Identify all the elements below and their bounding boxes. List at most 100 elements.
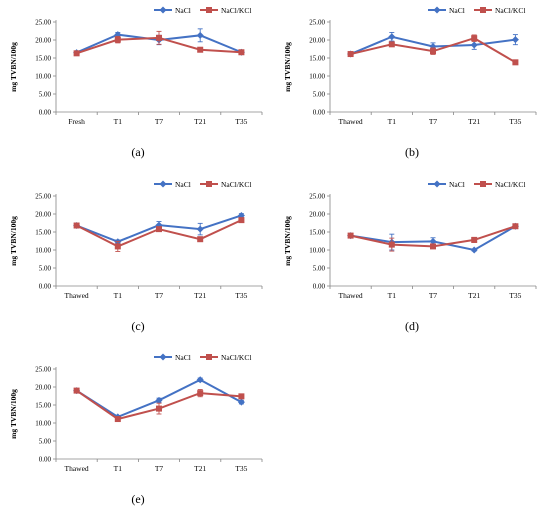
legend-marker	[480, 181, 486, 187]
chart-svg: 0.00 5.00 10.00 15.00 20.00 25.00 mg TVBN/100g…	[9, 353, 263, 473]
x-tick-label: T21	[194, 291, 206, 300]
data-point	[470, 41, 478, 49]
legend-marker	[433, 180, 441, 188]
x-tick-label: T1	[114, 464, 123, 473]
data-point	[156, 405, 162, 412]
data-point	[156, 34, 162, 41]
x-tick-label: T1	[388, 291, 397, 300]
data-point	[196, 376, 204, 384]
y-tick-label: 0.00	[313, 283, 326, 291]
legend-label: NaCl	[449, 6, 465, 15]
data-point	[512, 223, 519, 230]
legend-label: NaCl	[175, 6, 191, 15]
chart-panel-b: 0.00 5.00 10.00 15.00 20.00 25.00 mg TVBN/100g…	[278, 2, 546, 174]
chart-panel-a: 0.00 5.00 10.00 15.00 20.00 25.00 mg TVBN/100g…	[4, 2, 272, 174]
data-point	[471, 236, 478, 243]
y-tick-label: 15.00	[35, 229, 51, 237]
chart-panel-c: 0.00 5.00 10.00 15.00 20.00 25.00 mg TVBN/100g…	[4, 176, 272, 348]
y-axis-label: mg TVBN/100g	[283, 216, 292, 266]
legend-marker	[480, 7, 486, 13]
y-tick-label: 10.00	[35, 420, 51, 428]
y-tick-label: 10.00	[309, 247, 325, 255]
x-tick-label: T1	[114, 291, 123, 300]
x-tick-label: T21	[194, 464, 206, 473]
y-tick-label: 15.00	[35, 55, 51, 63]
y-axis-label: mg TVBN/100g	[9, 42, 18, 92]
x-tick-label: T7	[429, 117, 438, 126]
y-tick-label: 5.00	[39, 265, 52, 273]
x-tick-label: T21	[194, 117, 206, 126]
x-tick-label: T21	[468, 291, 480, 300]
y-tick-label: 10.00	[309, 73, 325, 81]
data-point	[237, 211, 245, 219]
y-tick-label: 20.00	[35, 37, 51, 45]
y-tick-label: 20.00	[309, 37, 325, 45]
data-point	[388, 33, 396, 41]
x-tick-label: T35	[509, 291, 521, 300]
data-point	[156, 226, 162, 233]
chart-svg: 0.00 5.00 10.00 15.00 20.00 25.00 mg TVBN/100g…	[9, 6, 263, 126]
data-point	[155, 221, 163, 229]
y-tick-label: 0.00	[39, 456, 52, 464]
data-point	[512, 59, 519, 66]
data-point	[388, 241, 395, 248]
x-tick-label: Fresh	[68, 117, 85, 126]
data-point	[196, 225, 204, 233]
y-tick-label: 5.00	[313, 91, 326, 99]
y-tick-label: 25.00	[35, 366, 51, 374]
legend-label: NaCl/KCl	[221, 180, 251, 189]
x-tick-label: Thawed	[339, 117, 363, 126]
x-tick-label: T7	[155, 291, 164, 300]
y-tick-label: 5.00	[313, 265, 326, 273]
x-tick-label: Thawed	[65, 464, 89, 473]
legend-label: NaCl/KCl	[221, 353, 251, 362]
data-point	[197, 390, 204, 397]
y-tick-label: 0.00	[39, 109, 52, 117]
data-point	[238, 217, 245, 224]
x-tick-label: T35	[509, 117, 521, 126]
chart-panel-d: 0.00 5.00 10.00 15.00 20.00 25.00 mg TVBN/100g…	[278, 176, 546, 348]
data-point	[511, 36, 519, 44]
x-tick-label: T1	[388, 117, 397, 126]
data-point	[197, 46, 204, 53]
legend-label: NaCl	[175, 353, 191, 362]
data-point	[388, 41, 395, 48]
y-tick-label: 10.00	[35, 247, 51, 255]
panel-label: (e)	[131, 492, 145, 506]
data-point	[73, 50, 80, 57]
data-point	[471, 35, 478, 42]
legend-label: NaCl/KCl	[495, 6, 525, 15]
legend-marker	[206, 7, 212, 13]
chart-svg: 0.00 5.00 10.00 15.00 20.00 25.00 mg TVBN/100g…	[283, 180, 537, 300]
x-tick-label: T35	[235, 464, 247, 473]
x-tick-label: Thawed	[339, 291, 363, 300]
legend-marker	[206, 354, 212, 360]
y-tick-label: 15.00	[309, 55, 325, 63]
x-tick-label: T7	[429, 291, 438, 300]
data-point	[197, 236, 204, 243]
legend-label: NaCl	[449, 180, 465, 189]
data-point	[238, 49, 245, 56]
y-tick-label: 25.00	[35, 193, 51, 201]
data-point	[238, 393, 245, 400]
legend-label: NaCl/KCl	[495, 180, 525, 189]
data-point	[347, 232, 354, 239]
x-tick-label: T7	[155, 464, 164, 473]
y-tick-label: 20.00	[309, 211, 325, 219]
data-point	[196, 31, 204, 39]
y-tick-label: 15.00	[35, 402, 51, 410]
y-tick-label: 5.00	[39, 91, 52, 99]
legend-marker	[159, 353, 167, 361]
y-tick-label: 5.00	[39, 438, 52, 446]
data-point	[114, 243, 121, 250]
data-point	[429, 237, 437, 245]
panel-label: (b)	[405, 145, 419, 159]
chart-panel-e: 0.00 5.00 10.00 15.00 20.00 25.00 mg TVBN/100g…	[4, 349, 272, 521]
x-tick-label: T7	[155, 117, 164, 126]
data-point	[114, 36, 121, 43]
data-point	[73, 387, 80, 394]
panel-label: (a)	[131, 145, 145, 159]
x-tick-label: T35	[235, 117, 247, 126]
data-point	[114, 416, 121, 423]
x-tick-label: T1	[114, 117, 123, 126]
